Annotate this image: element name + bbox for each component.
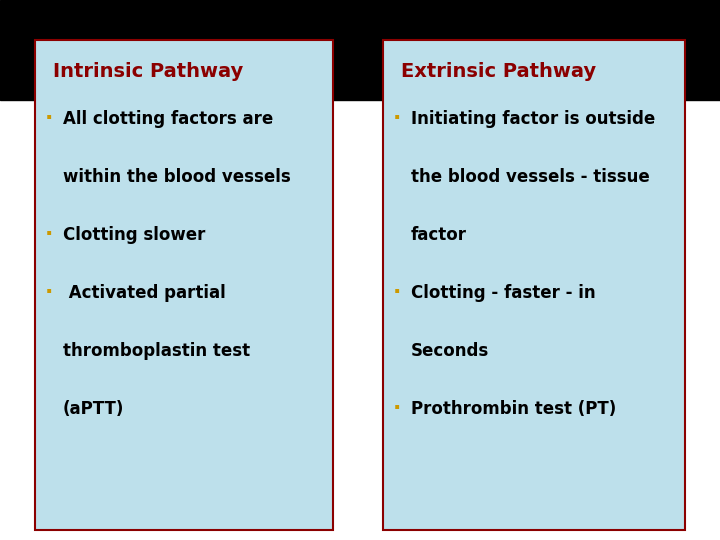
Text: the blood vessels - tissue: the blood vessels - tissue [411,168,649,186]
Text: Intrinsic Pathway: Intrinsic Pathway [53,62,243,81]
Text: ·: · [393,398,401,418]
Text: Clotting slower: Clotting slower [63,226,205,244]
Text: within the blood vessels: within the blood vessels [63,168,291,186]
Text: Prothrombin test (PT): Prothrombin test (PT) [411,400,616,418]
Text: ·: · [45,108,53,128]
Text: Seconds: Seconds [411,342,490,360]
Text: ·: · [45,224,53,244]
Text: Clotting - faster - in: Clotting - faster - in [411,284,595,302]
Text: factor: factor [411,226,467,244]
FancyBboxPatch shape [383,40,685,530]
Text: Initiating factor is outside: Initiating factor is outside [411,110,655,128]
FancyBboxPatch shape [35,40,333,530]
Text: Activated partial: Activated partial [63,284,226,302]
Text: (aPTT): (aPTT) [63,400,125,418]
Bar [0,0,720,100]
Text: All clotting factors are: All clotting factors are [63,110,274,128]
Text: ·: · [393,108,401,128]
Text: Extrinsic Pathway: Extrinsic Pathway [401,62,596,81]
Text: ·: · [393,282,401,302]
Text: thromboplastin test: thromboplastin test [63,342,250,360]
Text: ·: · [45,282,53,302]
